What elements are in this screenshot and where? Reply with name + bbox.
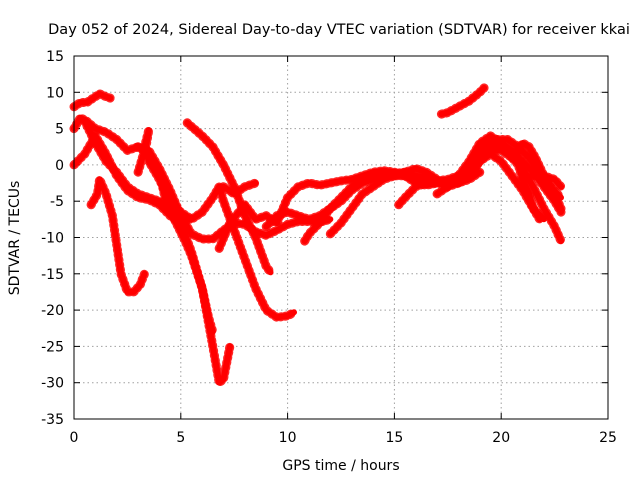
y-tick-label: -30 (41, 376, 64, 392)
y-tick-label: 15 (46, 49, 64, 65)
x-tick-label: 10 (279, 430, 297, 446)
data-trace-markers-8 (182, 118, 275, 277)
y-tick-label: -15 (41, 267, 64, 283)
x-tick-label: 15 (385, 430, 403, 446)
y-tick-label: 0 (55, 158, 64, 174)
y-axis-label: SDTVAR / TECUs (7, 181, 23, 296)
data-trace-markers-19 (528, 171, 566, 192)
x-axis-label: GPS time / hours (282, 458, 399, 474)
data-trace-markers-9 (219, 178, 261, 199)
x-tick-label: 25 (599, 430, 617, 446)
x-tick-label: 20 (492, 430, 510, 446)
y-tick-label: -20 (41, 303, 64, 319)
chart-title: Day 052 of 2024, Sidereal Day-to-day VTE… (48, 22, 630, 38)
data-trace-markers-1 (69, 89, 115, 112)
y-tick-label: -35 (41, 412, 64, 428)
y-tick-label: 5 (55, 122, 64, 138)
data-trace-markers-7 (133, 142, 218, 337)
data-trace-markers-2 (69, 113, 335, 244)
y-tick-label: -10 (41, 231, 64, 247)
x-tick-label: 5 (176, 430, 185, 446)
data-trace-markers-20 (436, 83, 489, 119)
data-trace-markers-5 (80, 116, 299, 322)
axis-ticks: 0 5 10 15 20 25 15 10 5 0 -5 -10 -15 -20 -25 -30 -35 (41, 49, 617, 446)
data-trace-markers-4 (86, 174, 149, 297)
plot-frame (73, 55, 609, 420)
y-tick-label: 10 (46, 85, 64, 101)
x-tick-label: 0 (70, 430, 79, 446)
y-tick-label: -5 (50, 194, 64, 210)
y-tick-label: -25 (41, 339, 64, 355)
gridlines (74, 56, 608, 419)
data-trace-markers-18 (507, 138, 566, 213)
data-traces (69, 83, 566, 388)
